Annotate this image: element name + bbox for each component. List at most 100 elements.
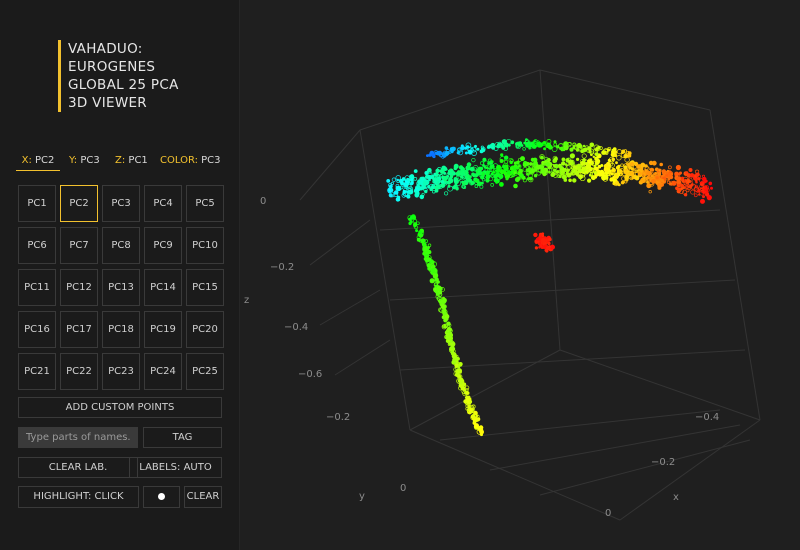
pc-button-pc16[interactable]: PC16 bbox=[18, 311, 56, 348]
data-point bbox=[407, 214, 414, 221]
pc-button-pc14[interactable]: PC14 bbox=[144, 269, 182, 306]
highlight-mode-button[interactable]: HIGHLIGHT: CLICK bbox=[18, 486, 139, 508]
data-point bbox=[601, 175, 606, 181]
data-point bbox=[449, 147, 455, 153]
data-point bbox=[688, 168, 693, 172]
data-point bbox=[702, 195, 705, 199]
pc-button-pc24[interactable]: PC24 bbox=[144, 353, 182, 390]
data-point bbox=[621, 151, 624, 154]
data-point bbox=[677, 187, 682, 192]
data-point bbox=[423, 246, 428, 252]
pc-button-pc3[interactable]: PC3 bbox=[102, 185, 140, 222]
data-point bbox=[387, 187, 393, 193]
data-point bbox=[611, 157, 615, 162]
data-point bbox=[610, 169, 616, 175]
tag-button[interactable]: TAG bbox=[143, 427, 222, 448]
data-point bbox=[657, 171, 662, 176]
pc-button-pc5[interactable]: PC5 bbox=[186, 185, 224, 222]
data-point bbox=[500, 153, 504, 157]
pc-button-pc1[interactable]: PC1 bbox=[18, 185, 56, 222]
data-point bbox=[421, 192, 425, 196]
data-point bbox=[578, 144, 583, 149]
z-tick: −0.4 bbox=[284, 322, 308, 333]
pc-button-pc17[interactable]: PC17 bbox=[60, 311, 98, 348]
data-point bbox=[476, 147, 480, 151]
clear-highlight-button[interactable]: CLEAR bbox=[184, 486, 222, 508]
pc-button-pc15[interactable]: PC15 bbox=[186, 269, 224, 306]
data-point bbox=[540, 155, 544, 160]
data-point bbox=[500, 143, 504, 148]
pc-button-pc25[interactable]: PC25 bbox=[186, 353, 224, 390]
data-point bbox=[503, 146, 509, 151]
data-point bbox=[594, 166, 599, 172]
name-search-input[interactable] bbox=[18, 427, 138, 448]
pc-button-pc18[interactable]: PC18 bbox=[102, 311, 140, 348]
data-point bbox=[680, 183, 684, 188]
pc-button-pc8[interactable]: PC8 bbox=[102, 227, 140, 264]
data-point bbox=[465, 400, 471, 406]
data-point bbox=[486, 145, 491, 149]
pc-button-pc4[interactable]: PC4 bbox=[144, 185, 182, 222]
data-point bbox=[437, 150, 443, 156]
data-point bbox=[658, 168, 662, 172]
tab-color-axis[interactable]: COLOR: PC3 bbox=[160, 152, 221, 170]
pc-button-pc12[interactable]: PC12 bbox=[60, 269, 98, 306]
pc-button-pc10[interactable]: PC10 bbox=[186, 227, 224, 264]
data-point bbox=[429, 187, 433, 191]
pc-button-pc2[interactable]: PC2 bbox=[60, 185, 98, 222]
data-point bbox=[538, 234, 542, 238]
pc-button-pc21[interactable]: PC21 bbox=[18, 353, 56, 390]
data-point bbox=[430, 260, 434, 263]
data-point bbox=[403, 183, 409, 189]
pc-button-pc9[interactable]: PC9 bbox=[144, 227, 182, 264]
pc-button-pc22[interactable]: PC22 bbox=[60, 353, 98, 390]
data-point bbox=[553, 168, 557, 172]
data-point bbox=[627, 153, 632, 158]
highlight-color-button[interactable] bbox=[143, 486, 180, 508]
tab-z-axis[interactable]: Z: PC1 bbox=[115, 152, 148, 170]
data-point bbox=[428, 178, 431, 182]
pc-button-pc19[interactable]: PC19 bbox=[144, 311, 182, 348]
data-point bbox=[476, 428, 483, 435]
data-point bbox=[657, 183, 663, 188]
clear-labels-button[interactable]: CLEAR LAB. bbox=[18, 457, 138, 478]
data-point bbox=[548, 237, 552, 242]
data-point bbox=[626, 150, 630, 155]
data-point bbox=[657, 168, 661, 173]
data-point bbox=[504, 155, 509, 160]
labels-mode-button[interactable]: LABELS: AUTO bbox=[129, 457, 222, 478]
z-tick: −0.2 bbox=[270, 262, 294, 273]
pc-button-pc20[interactable]: PC20 bbox=[186, 311, 224, 348]
data-point bbox=[534, 246, 538, 250]
tab-x-axis[interactable]: X: PC2 bbox=[16, 152, 60, 171]
pc-button-pc23[interactable]: PC23 bbox=[102, 353, 140, 390]
tab-value: PC2 bbox=[35, 155, 55, 166]
title-line: GLOBAL 25 PCA bbox=[68, 77, 179, 93]
data-point bbox=[566, 164, 573, 170]
data-point bbox=[582, 144, 586, 148]
data-point bbox=[474, 173, 479, 178]
data-point bbox=[677, 177, 681, 180]
data-point bbox=[640, 162, 646, 168]
data-point bbox=[648, 176, 652, 180]
pc-button-pc13[interactable]: PC13 bbox=[102, 269, 140, 306]
data-point bbox=[546, 246, 551, 251]
data-point bbox=[637, 164, 642, 169]
data-point bbox=[710, 186, 713, 190]
data-point bbox=[532, 159, 536, 164]
data-point bbox=[530, 168, 536, 174]
pc-button-pc6[interactable]: PC6 bbox=[18, 227, 56, 264]
tab-y-axis[interactable]: Y: PC3 bbox=[69, 152, 100, 170]
data-point bbox=[453, 370, 460, 377]
data-point bbox=[693, 193, 698, 198]
data-point bbox=[408, 221, 412, 226]
data-point bbox=[433, 179, 438, 184]
data-point bbox=[625, 162, 629, 166]
data-point bbox=[543, 147, 547, 151]
pc-button-pc11[interactable]: PC11 bbox=[18, 269, 56, 306]
data-point bbox=[491, 146, 495, 150]
add-custom-points-button[interactable]: ADD CUSTOM POINTS bbox=[18, 397, 222, 418]
pca-3d-plot[interactable]: 0 −0.2 −0.4 −0.6 z −0.2 0 y −0.4 −0.2 0 … bbox=[240, 0, 800, 550]
data-point bbox=[624, 180, 628, 184]
pc-button-pc7[interactable]: PC7 bbox=[60, 227, 98, 264]
